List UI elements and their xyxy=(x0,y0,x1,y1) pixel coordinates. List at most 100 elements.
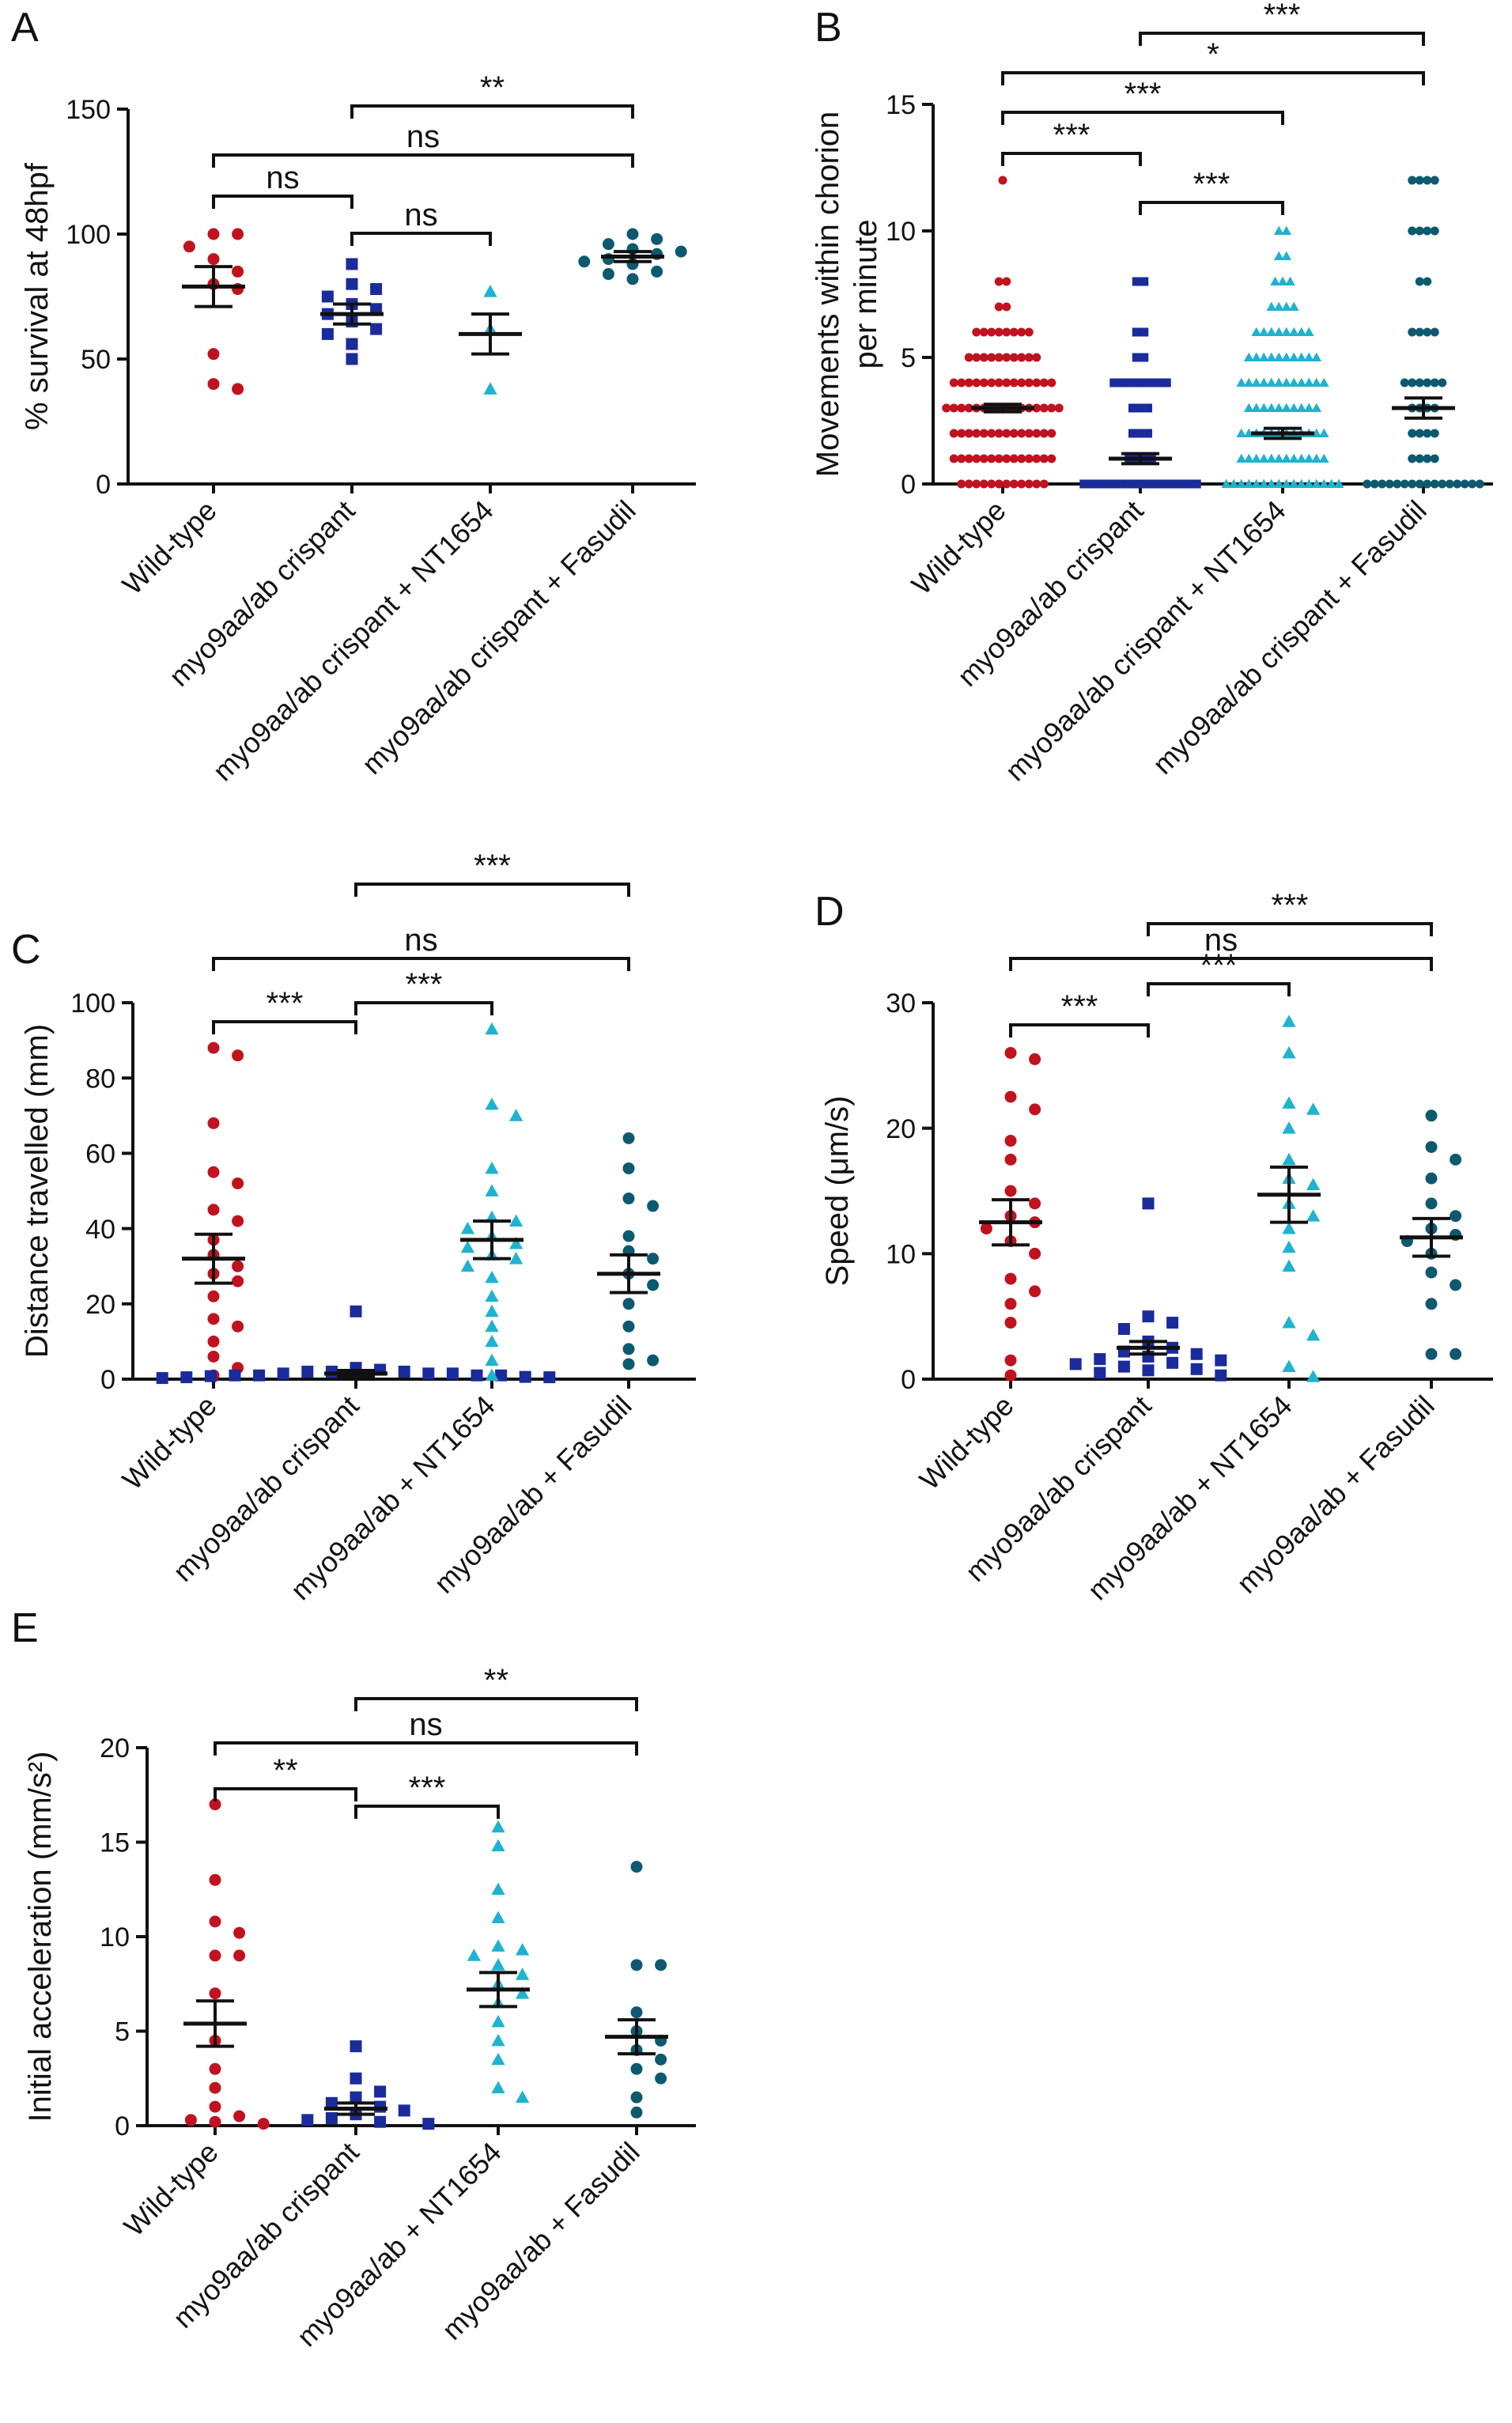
data-point xyxy=(1266,478,1277,489)
data-point xyxy=(626,228,639,240)
y-tick-label: 15 xyxy=(100,1828,130,1858)
data-point xyxy=(1258,327,1269,337)
data-point xyxy=(979,327,988,337)
data-point xyxy=(491,1882,505,1896)
data-point xyxy=(1408,454,1417,463)
data-point xyxy=(949,454,958,463)
data-point xyxy=(1140,277,1149,286)
data-point xyxy=(987,327,996,337)
data-point xyxy=(1029,1197,1041,1210)
data-point xyxy=(1311,352,1322,362)
data-point xyxy=(1423,277,1432,286)
data-point xyxy=(1281,251,1292,261)
data-point xyxy=(485,1289,499,1302)
data-point xyxy=(1069,1358,1082,1370)
chart-E: 0 5 10 15 20 Initial acceleration (mm/s²) Wild… xyxy=(23,1663,696,2353)
data-point xyxy=(1326,478,1337,489)
significance-label: *** xyxy=(1053,118,1091,153)
series-1 xyxy=(182,1041,245,1382)
significance-label: * xyxy=(1207,37,1219,72)
panel-D: D xyxy=(815,889,845,935)
data-point xyxy=(1087,479,1096,489)
data-point xyxy=(1296,453,1307,463)
data-point xyxy=(1132,353,1141,362)
data-point xyxy=(949,429,958,438)
data-point xyxy=(1288,301,1299,312)
data-point xyxy=(1128,429,1137,438)
data-point xyxy=(957,403,966,413)
data-point xyxy=(1408,479,1417,489)
data-point xyxy=(1425,1140,1438,1153)
data-point xyxy=(1117,378,1126,387)
data-point xyxy=(1004,1185,1017,1197)
data-point xyxy=(1251,327,1262,337)
data-point xyxy=(1125,378,1134,387)
data-point xyxy=(964,378,973,387)
data-point xyxy=(350,1305,362,1317)
data-point xyxy=(972,378,981,387)
data-point xyxy=(1032,479,1041,489)
data-point xyxy=(1155,479,1164,489)
data-point xyxy=(1306,1177,1321,1190)
data-point xyxy=(209,1949,221,1962)
data-point xyxy=(1430,378,1439,387)
data-point xyxy=(647,1253,660,1265)
data-point xyxy=(346,278,358,290)
data-point xyxy=(1273,327,1284,337)
y-tick-label: 0 xyxy=(100,1365,115,1395)
data-point xyxy=(1243,453,1254,463)
y-tick-label: 100 xyxy=(66,220,111,250)
significance-bracket xyxy=(1001,71,1425,85)
series-3 xyxy=(1221,225,1344,489)
data-point xyxy=(1306,1328,1321,1341)
data-point xyxy=(1408,429,1417,438)
data-point xyxy=(156,1372,168,1385)
data-point xyxy=(1282,1015,1296,1027)
data-point xyxy=(957,479,966,489)
data-point xyxy=(1162,378,1171,387)
data-point xyxy=(630,2091,643,2104)
significance-label: ** xyxy=(273,1753,297,1788)
data-point xyxy=(1378,479,1387,489)
significance-label: ns xyxy=(404,923,437,958)
significance-bracket xyxy=(354,1001,493,1015)
data-point xyxy=(964,429,973,438)
data-point xyxy=(1460,479,1469,489)
data-point xyxy=(994,378,1004,387)
data-point xyxy=(1370,479,1379,489)
data-point xyxy=(1236,478,1247,489)
series-3 xyxy=(459,285,522,395)
data-point xyxy=(994,479,1004,489)
data-point xyxy=(491,1820,505,1833)
series-1 xyxy=(182,228,245,395)
panel-letter-B: B xyxy=(815,5,842,51)
data-point xyxy=(1423,429,1432,438)
significance-bracket xyxy=(212,957,630,971)
data-point xyxy=(1009,327,1019,337)
data-point xyxy=(346,338,358,350)
data-point xyxy=(622,1230,635,1242)
data-point xyxy=(1423,479,1432,489)
data-point xyxy=(1166,1317,1179,1329)
significance-bracket xyxy=(350,104,634,119)
data-point xyxy=(1147,378,1156,387)
y-axis-label: Initial acceleration (mm/s²) xyxy=(23,1751,58,2122)
data-point xyxy=(994,327,1004,337)
data-point xyxy=(1258,403,1269,413)
x-tick-label: myo9aa/ab crispant + Fasudil xyxy=(355,494,641,781)
data-point xyxy=(350,2091,362,2104)
data-point xyxy=(987,479,996,489)
data-point xyxy=(987,454,996,463)
significance-bracket xyxy=(1001,111,1284,125)
data-point xyxy=(370,283,383,296)
x-tick-label: myo9aa/ab crispant + Fasudil xyxy=(1146,494,1432,781)
data-point xyxy=(483,382,497,395)
data-point xyxy=(1318,428,1329,438)
data-point xyxy=(1415,226,1424,236)
data-point xyxy=(1002,327,1011,337)
data-point xyxy=(1032,429,1041,438)
data-point xyxy=(1004,1046,1017,1059)
data-point xyxy=(229,1369,241,1382)
data-point xyxy=(1285,276,1295,286)
